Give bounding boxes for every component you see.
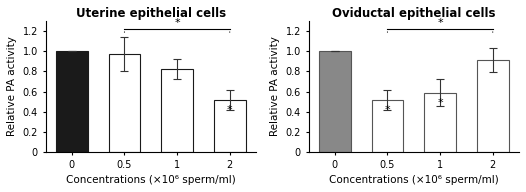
Bar — [319, 51, 351, 152]
Y-axis label: Relative PA activity: Relative PA activity — [270, 36, 280, 137]
Text: *: * — [437, 18, 443, 28]
Title: Oviductal epithelial cells: Oviductal epithelial cells — [332, 7, 495, 20]
Y-axis label: Relative PA activity: Relative PA activity — [7, 36, 17, 137]
Text: *: * — [437, 98, 443, 108]
Bar — [56, 51, 88, 152]
Bar — [214, 100, 246, 152]
Text: *: * — [174, 18, 180, 28]
Bar — [161, 69, 193, 152]
Bar — [372, 100, 403, 152]
X-axis label: Concentrations (×10⁶ sperm/ml): Concentrations (×10⁶ sperm/ml) — [329, 175, 499, 185]
Bar — [477, 60, 509, 152]
Title: Uterine epithelial cells: Uterine epithelial cells — [76, 7, 226, 20]
Text: *: * — [227, 105, 232, 115]
X-axis label: Concentrations (×10⁶ sperm/ml): Concentrations (×10⁶ sperm/ml) — [66, 175, 236, 185]
Text: *: * — [385, 105, 390, 115]
Bar — [109, 54, 140, 152]
Bar — [424, 93, 456, 152]
